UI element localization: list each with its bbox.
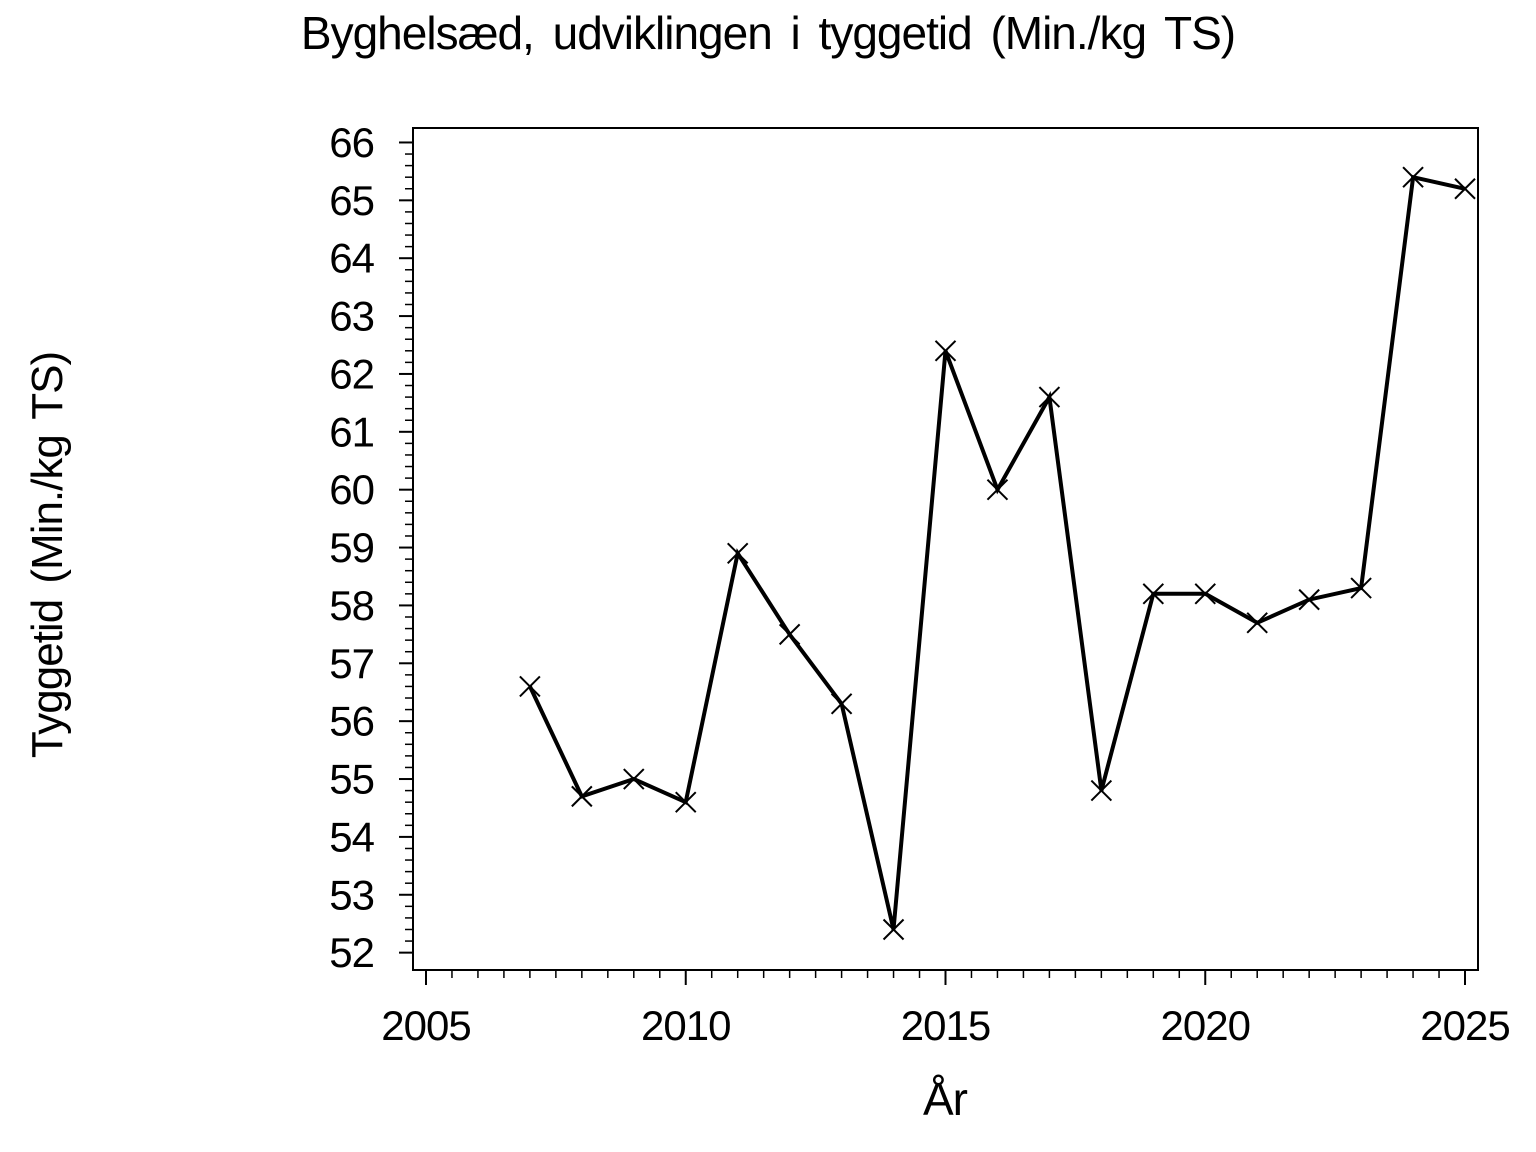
x-tick-label: 2010 — [641, 1002, 730, 1049]
data-marker — [1246, 612, 1268, 634]
data-marker — [1194, 583, 1216, 605]
y-tick-label: 65 — [329, 177, 374, 224]
x-tick-label: 2005 — [381, 1002, 470, 1049]
data-marker — [571, 785, 593, 808]
data-marker — [726, 542, 749, 565]
data-marker — [1142, 583, 1165, 605]
y-tick-label: 57 — [329, 640, 374, 687]
data-marker — [882, 918, 905, 941]
y-tick-label: 55 — [329, 756, 374, 803]
y-tick-label: 54 — [329, 813, 374, 860]
chart-title: Byghelsæd, udviklingen i tyggetid (Min./… — [300, 7, 1236, 59]
data-marker — [1038, 386, 1061, 408]
x-axis-title: År — [923, 1073, 968, 1125]
data-marker — [1298, 588, 1320, 611]
data-marker — [1090, 779, 1113, 802]
data-marker — [1402, 166, 1424, 188]
x-tick-label: 2015 — [901, 1002, 990, 1049]
x-tick-label: 2020 — [1161, 1002, 1250, 1049]
data-marker — [675, 791, 697, 813]
y-tick-label: 63 — [329, 293, 374, 340]
y-tick-label: 62 — [329, 350, 374, 397]
data-marker — [623, 768, 645, 790]
data-marker — [1350, 577, 1372, 599]
y-tick-label: 60 — [329, 466, 374, 513]
x-tick-label: 2025 — [1420, 1002, 1509, 1049]
y-tick-label: 58 — [329, 582, 374, 629]
data-marker — [778, 623, 801, 646]
plot-frame — [412, 127, 1479, 971]
y-tick-label: 53 — [329, 871, 374, 918]
y-tick-label: 59 — [329, 524, 374, 571]
data-marker — [934, 340, 957, 362]
y-tick-label: 52 — [329, 929, 374, 976]
y-tick-label: 66 — [329, 119, 374, 166]
series-line — [528, 174, 1466, 930]
data-marker — [1454, 178, 1476, 200]
y-tick-label: 64 — [329, 235, 374, 282]
data-marker — [986, 478, 1009, 501]
data-marker — [519, 675, 541, 698]
y-tick-label: 61 — [329, 408, 374, 455]
y-tick-label: 56 — [329, 698, 374, 745]
data-marker — [830, 693, 853, 715]
